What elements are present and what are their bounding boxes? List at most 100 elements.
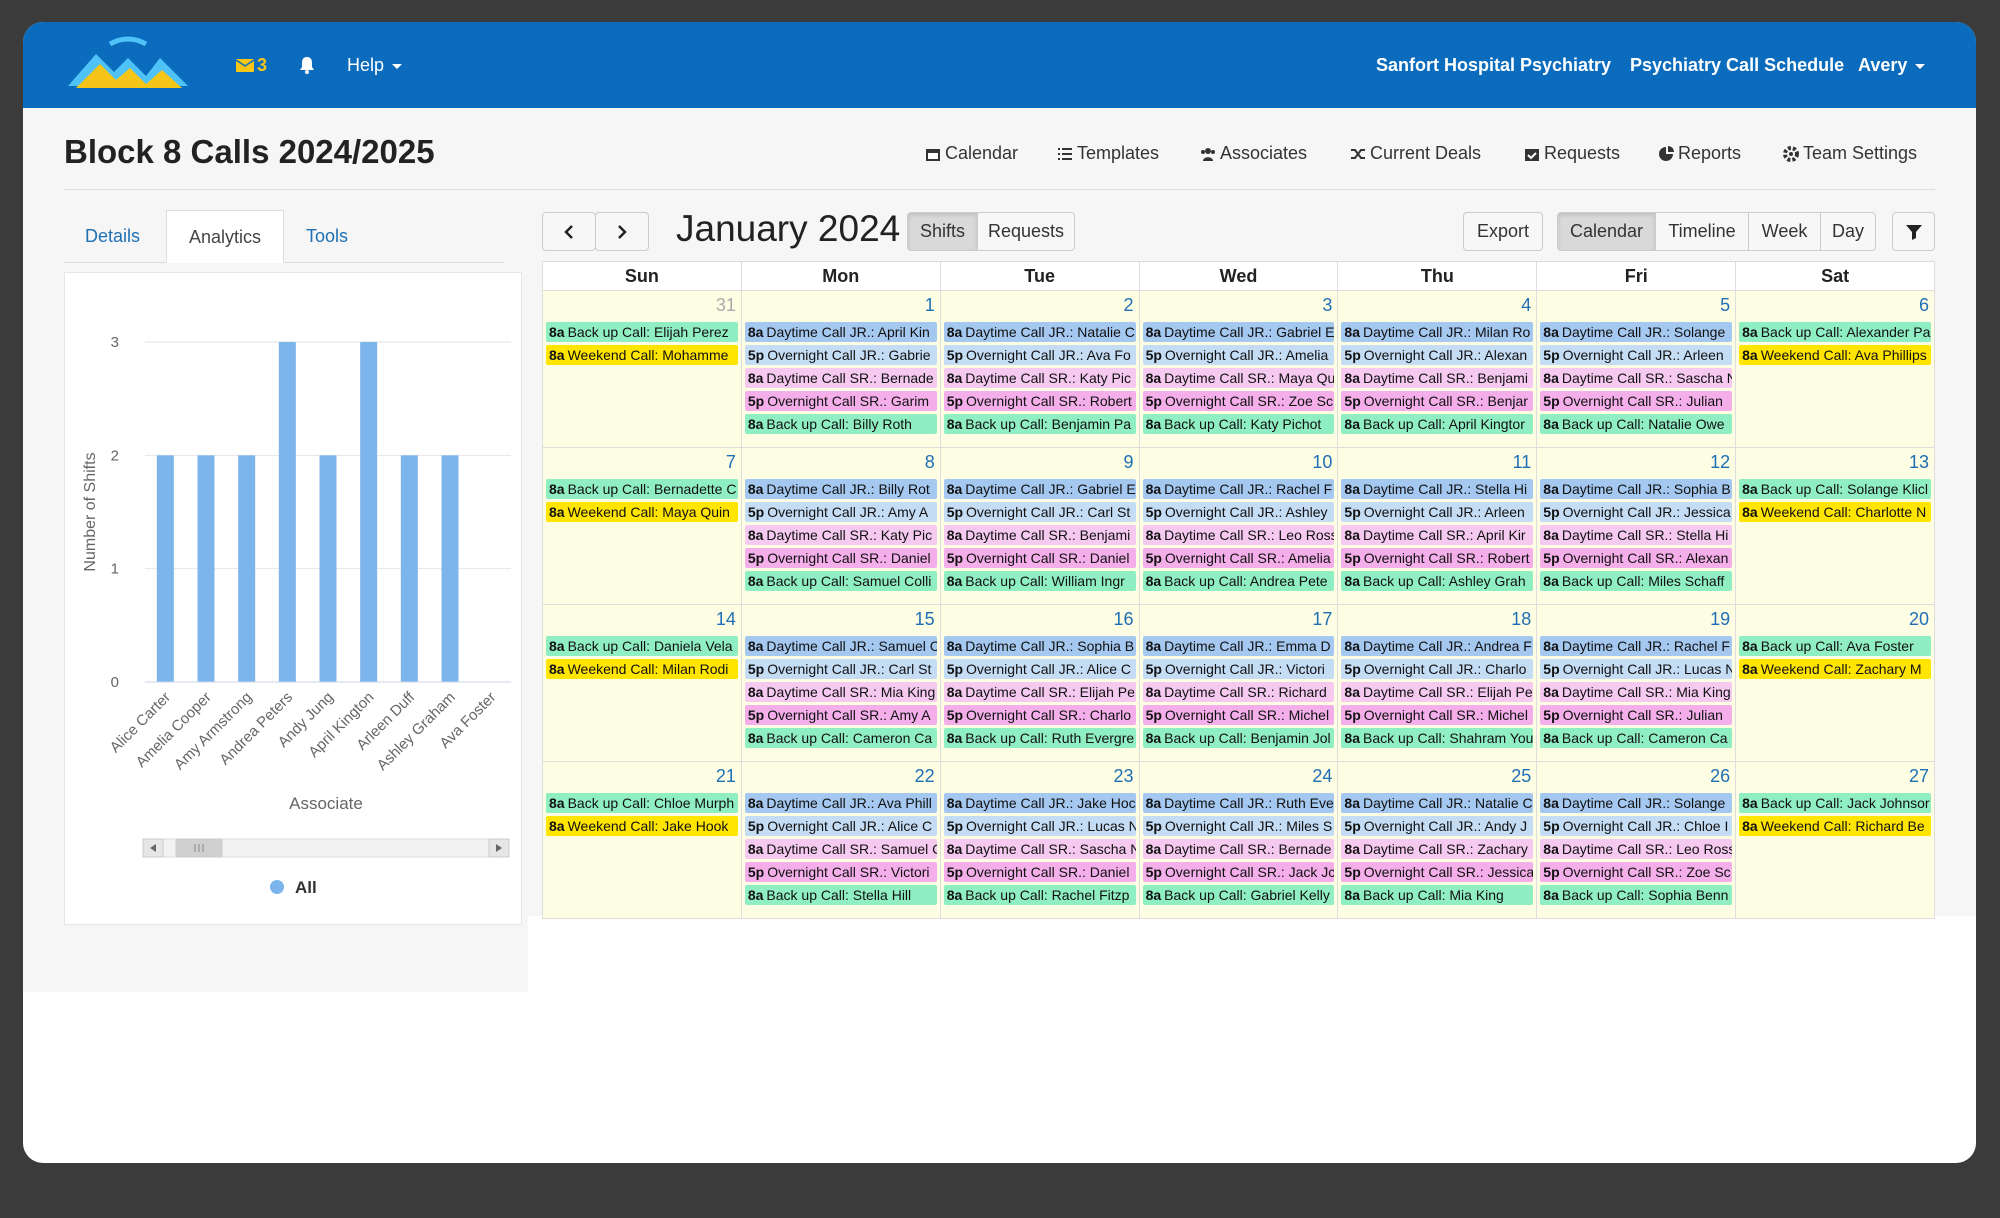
shift-label[interactable]: Daytime Call SR.: Bernade	[766, 370, 934, 386]
shift-event[interactable]: 8a Daytime Call SR.: Katy Pic	[943, 368, 1136, 388]
shift-time[interactable]: 5p	[1344, 550, 1361, 566]
shift-label[interactable]: Weekend Call: Ava Phillips	[1760, 347, 1927, 363]
shift-label[interactable]: Overnight Call JR.: Arleen	[1562, 347, 1724, 363]
shift-event[interactable]: 8a Daytime Call SR.: Maya Qu	[1142, 368, 1335, 388]
bar[interactable]	[156, 455, 174, 682]
shift-time[interactable]: 8a	[1742, 504, 1758, 520]
shift-event[interactable]: 8a Weekend Call: Jake Hook	[546, 816, 738, 836]
bar[interactable]	[238, 455, 256, 682]
shift-time[interactable]: 8a	[1344, 795, 1360, 811]
shift-label[interactable]: Daytime Call JR.: Sophia B	[1561, 481, 1731, 497]
shift-label[interactable]: Overnight Call JR.: Ashley	[1164, 504, 1328, 520]
shift-label[interactable]: Daytime Call SR.: Samuel C	[766, 841, 937, 857]
shift-label[interactable]: Daytime Call SR.: Elijah Pe	[965, 684, 1135, 700]
shift-time[interactable]: 5p	[1344, 393, 1361, 409]
bar[interactable]	[441, 455, 459, 682]
day-cell[interactable]: 1 8a Daytime Call JR.: April Kin 5p Overnigh…	[741, 291, 941, 448]
day-cell[interactable]: 25 8a Daytime Call JR.: Natalie C 5p Overnig…	[1338, 762, 1538, 919]
shift-time[interactable]: 8a	[549, 504, 565, 520]
shift-label[interactable]: Overnight Call SR.: Robert	[966, 393, 1132, 409]
shift-time[interactable]: 8a	[1543, 481, 1559, 497]
shift-label[interactable]: Daytime Call JR.: Gabriel E	[1164, 324, 1335, 340]
shift-time[interactable]: 8a	[1742, 818, 1758, 834]
day-cell[interactable]: 22 8a Daytime Call JR.: Ava Phill 5p Overnig…	[741, 762, 941, 919]
shift-time[interactable]: 8a	[1344, 573, 1360, 589]
shift-label[interactable]: Back up Call: Shahram You	[1363, 730, 1534, 746]
shift-time[interactable]: 5p	[1344, 504, 1361, 520]
shift-time[interactable]: 5p	[1344, 818, 1361, 834]
shift-label[interactable]: Overnight Call SR.: Benjar	[1363, 393, 1528, 409]
shift-time[interactable]: 8a	[946, 370, 963, 386]
shift-time[interactable]: 8a	[549, 818, 565, 834]
day-cell[interactable]: 2 8a Daytime Call JR.: Natalie C 5p Overnigh…	[940, 291, 1140, 448]
shift-label[interactable]: Weekend Call: Charlotte N	[1760, 504, 1927, 520]
day-cell[interactable]: 20 8a Back up Call: Ava Foster 8a Weekend Ca…	[1736, 605, 1935, 762]
shift-time[interactable]: 8a	[1742, 638, 1758, 654]
shift-event[interactable]: 5p Overnight Call SR.: Jessica	[1341, 862, 1534, 882]
shift-event[interactable]: 8a Daytime Call SR.: Leo Ross	[1540, 839, 1733, 859]
shift-time[interactable]: 8a	[549, 795, 565, 811]
day-cell[interactable]: 10 8a Daytime Call JR.: Rachel F 5p Overnigh…	[1139, 448, 1339, 605]
shift-event[interactable]: 5p Overnight Call JR.: Victori	[1142, 659, 1335, 679]
shift-event[interactable]: 8a Back up Call: Ruth Evergre	[943, 728, 1136, 748]
shift-event[interactable]: 8a Weekend Call: Milan Rodi	[546, 659, 738, 679]
shift-event[interactable]: 5p Overnight Call SR.: Robert	[943, 391, 1136, 411]
shift-time[interactable]: 8a	[1543, 324, 1559, 340]
shift-event[interactable]: 8a Back up Call: Mia King	[1341, 885, 1534, 905]
shift-time[interactable]: 8a	[1742, 661, 1758, 677]
shift-label[interactable]: Back up Call: Andrea Pete	[1164, 573, 1328, 589]
shift-label[interactable]: Daytime Call JR.: Natalie C	[1363, 795, 1533, 811]
shift-event[interactable]: 8a Back up Call: Daniela Vela	[546, 636, 738, 656]
bell-icon[interactable]	[299, 56, 315, 74]
shift-label[interactable]: Daytime Call SR.: Richard	[1164, 684, 1327, 700]
shift-event[interactable]: 5p Overnight Call JR.: Amelia	[1142, 345, 1335, 365]
shift-event[interactable]: 8a Back up Call: Rachel Fitzp	[943, 885, 1136, 905]
shift-time[interactable]: 8a	[946, 841, 963, 857]
shift-event[interactable]: 5p Overnight Call SR.: Victori	[744, 862, 937, 882]
day-cell[interactable]: 3 8a Daytime Call JR.: Gabriel E 5p Overnigh…	[1139, 291, 1339, 448]
shift-event[interactable]: 5p Overnight Call SR.: Robert	[1341, 548, 1534, 568]
shift-label[interactable]: Overnight Call JR.: Lucas N	[966, 818, 1136, 834]
shift-time[interactable]: 5p	[1145, 504, 1162, 520]
shift-label[interactable]: Daytime Call JR.: Rachel F	[1164, 481, 1333, 497]
shift-label[interactable]: Overnight Call SR.: Amy A	[767, 707, 931, 723]
shift-label[interactable]: Daytime Call SR.: Sascha N	[1561, 370, 1733, 386]
shift-event[interactable]: 5p Overnight Call JR.: Carl St	[744, 659, 937, 679]
shift-label[interactable]: Back up Call: Samuel Colli	[766, 573, 932, 589]
shift-label[interactable]: Overnight Call SR.: Charlo	[966, 707, 1131, 723]
shift-time[interactable]: 8a	[1344, 527, 1360, 543]
shift-event[interactable]: 5p Overnight Call SR.: Amy A	[744, 705, 937, 725]
shift-time[interactable]: 5p	[1145, 707, 1162, 723]
shift-label[interactable]: Daytime Call JR.: Gabriel E	[965, 481, 1136, 497]
shift-time[interactable]: 8a	[1145, 324, 1162, 340]
shift-time[interactable]: 8a	[1543, 638, 1559, 654]
shift-event[interactable]: 8a Back up Call: Jack Johnsor	[1739, 793, 1931, 813]
shift-event[interactable]: 5p Overnight Call JR.: Ava Fo	[943, 345, 1136, 365]
shift-event[interactable]: 8a Daytime Call JR.: Ruth Eve	[1142, 793, 1335, 813]
shift-label[interactable]: Daytime Call JR.: Billy Rot	[766, 481, 930, 497]
shift-event[interactable]: 8a Back up Call: Billy Roth	[744, 414, 937, 434]
shift-time[interactable]: 8a	[1543, 841, 1559, 857]
shift-event[interactable]: 8a Daytime Call JR.: Ava Phill	[744, 793, 937, 813]
shift-event[interactable]: 5p Overnight Call SR.: Jack Jc	[1142, 862, 1335, 882]
shift-label[interactable]: Overnight Call JR.: Andy J	[1363, 818, 1528, 834]
shift-time[interactable]: 8a	[1344, 684, 1360, 700]
shift-label[interactable]: Back up Call: Katy Pichot	[1164, 416, 1322, 432]
shift-label[interactable]: Daytime Call JR.: Solange	[1561, 324, 1726, 340]
nav-calendar[interactable]: Calendar	[925, 143, 1018, 164]
shift-event[interactable]: 8a Daytime Call JR.: Rachel F	[1540, 636, 1733, 656]
shift-event[interactable]: 5p Overnight Call SR.: Alexan	[1540, 548, 1733, 568]
shift-event[interactable]: 8a Daytime Call JR.: Solange	[1540, 793, 1733, 813]
shift-time[interactable]: 8a	[1742, 481, 1758, 497]
bar[interactable]	[319, 455, 337, 682]
org-link[interactable]: Sanfort Hospital Psychiatry	[1376, 55, 1612, 75]
view-button[interactable]: Day	[1820, 212, 1876, 251]
day-cell[interactable]: 6 8a Back up Call: Alexander Pa 8a Weekend C…	[1736, 291, 1935, 448]
shift-event[interactable]: 8a Daytime Call JR.: Rachel F	[1142, 479, 1335, 499]
bar[interactable]	[360, 342, 378, 682]
shift-label[interactable]: Back up Call: Billy Roth	[766, 416, 912, 432]
shift-event[interactable]: 8a Back up Call: Benjamin Jol	[1142, 728, 1335, 748]
shift-time[interactable]: 8a	[1145, 481, 1162, 497]
shift-event[interactable]: 8a Daytime Call SR.: Bernade	[744, 368, 937, 388]
shift-time[interactable]: 8a	[946, 684, 963, 700]
